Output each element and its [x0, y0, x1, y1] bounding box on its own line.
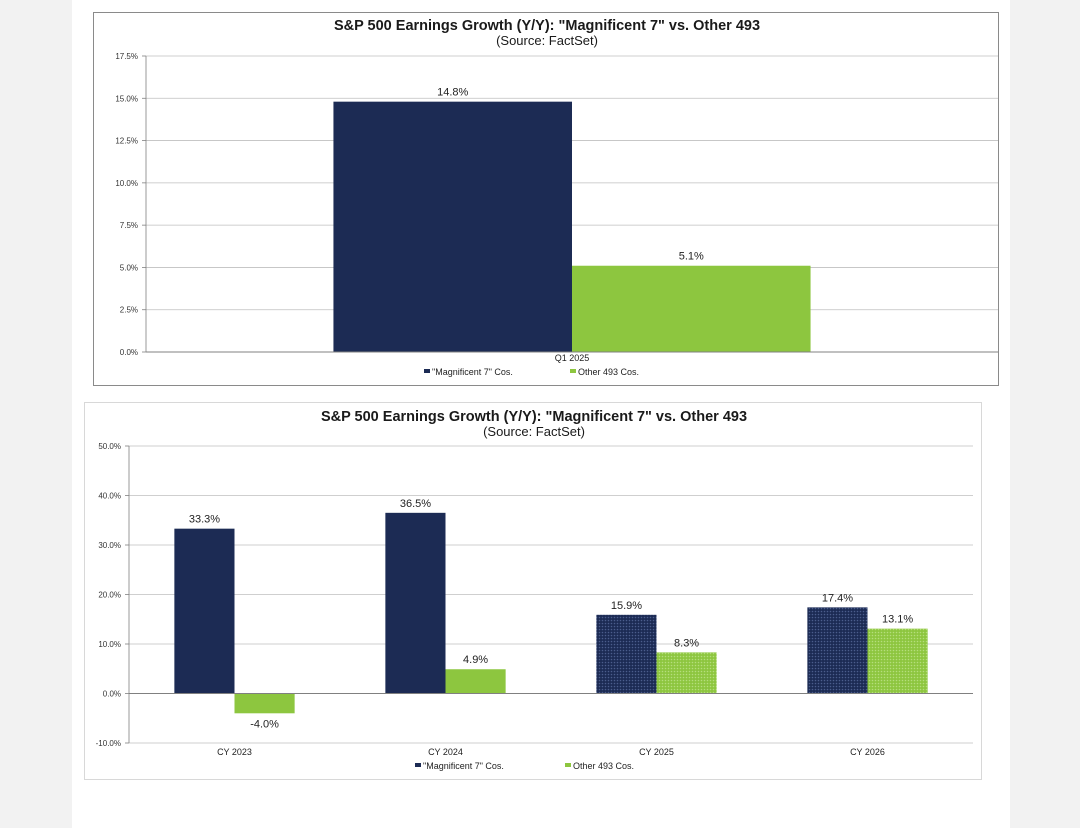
chart-title: S&P 500 Earnings Growth (Y/Y): "Magnific… — [334, 18, 760, 34]
bar-other-493 — [867, 628, 928, 694]
legend-swatch — [415, 763, 421, 767]
bar-magnificent-7 — [385, 512, 446, 694]
data-label: 33.3% — [189, 514, 220, 526]
y-tick-label: 7.5% — [120, 221, 138, 230]
y-tick-label: 17.5% — [115, 52, 138, 61]
legend-label: "Magnificent 7" Cos. — [432, 367, 513, 377]
chart-annual-svg: S&P 500 Earnings Growth (Y/Y): "Magnific… — [96, 409, 973, 771]
bar-magnificent-7 — [174, 528, 235, 694]
x-category-label: CY 2026 — [850, 747, 885, 757]
x-category-label: CY 2025 — [639, 747, 674, 757]
y-tick-label: 2.5% — [120, 306, 138, 315]
y-tick-label: 10.0% — [115, 179, 138, 188]
x-category-label: CY 2023 — [217, 747, 252, 757]
legend-swatch — [565, 763, 571, 767]
data-label: -4.0% — [250, 718, 279, 730]
y-tick-label: 0.0% — [103, 690, 121, 699]
x-category-label: CY 2024 — [428, 747, 463, 757]
chart-title: S&P 500 Earnings Growth (Y/Y): "Magnific… — [321, 409, 747, 425]
data-label: 5.1% — [679, 251, 704, 263]
data-label: 13.1% — [882, 614, 913, 626]
bar-magnificent-7 — [596, 614, 657, 694]
chart-q1-2025-svg: S&P 500 Earnings Growth (Y/Y): "Magnific… — [115, 18, 998, 377]
x-category-label: Q1 2025 — [555, 353, 590, 363]
legend-label: Other 493 Cos. — [578, 367, 639, 377]
y-tick-label: 40.0% — [98, 492, 121, 501]
bar-other-493 — [572, 265, 811, 352]
y-tick-label: 20.0% — [98, 591, 121, 600]
data-label: 15.9% — [611, 600, 642, 612]
y-tick-label: 30.0% — [98, 541, 121, 550]
y-tick-label: 10.0% — [98, 640, 121, 649]
bar-other-493 — [445, 669, 506, 694]
chart-annual: S&P 500 Earnings Growth (Y/Y): "Magnific… — [84, 402, 982, 780]
y-tick-label: -10.0% — [96, 739, 121, 748]
data-label: 4.9% — [463, 654, 488, 666]
bar-other-493 — [234, 693, 295, 714]
bar-magnificent-7 — [333, 101, 572, 352]
y-tick-label: 12.5% — [115, 137, 138, 146]
legend-label: "Magnificent 7" Cos. — [423, 761, 504, 771]
chart-subtitle: (Source: FactSet) — [496, 33, 598, 48]
bar-magnificent-7 — [807, 607, 868, 694]
chart-q1-2025: S&P 500 Earnings Growth (Y/Y): "Magnific… — [93, 12, 999, 386]
y-tick-label: 0.0% — [120, 348, 138, 357]
data-label: 17.4% — [822, 592, 853, 604]
data-label: 14.8% — [437, 87, 468, 99]
legend-swatch — [424, 369, 430, 373]
legend-label: Other 493 Cos. — [573, 761, 634, 771]
y-tick-label: 50.0% — [98, 442, 121, 451]
chart-subtitle: (Source: FactSet) — [483, 424, 585, 439]
data-label: 36.5% — [400, 498, 431, 510]
bar-other-493 — [656, 652, 717, 694]
y-tick-label: 15.0% — [115, 94, 138, 103]
y-tick-label: 5.0% — [120, 263, 138, 272]
legend-swatch — [570, 369, 576, 373]
data-label: 8.3% — [674, 637, 699, 649]
